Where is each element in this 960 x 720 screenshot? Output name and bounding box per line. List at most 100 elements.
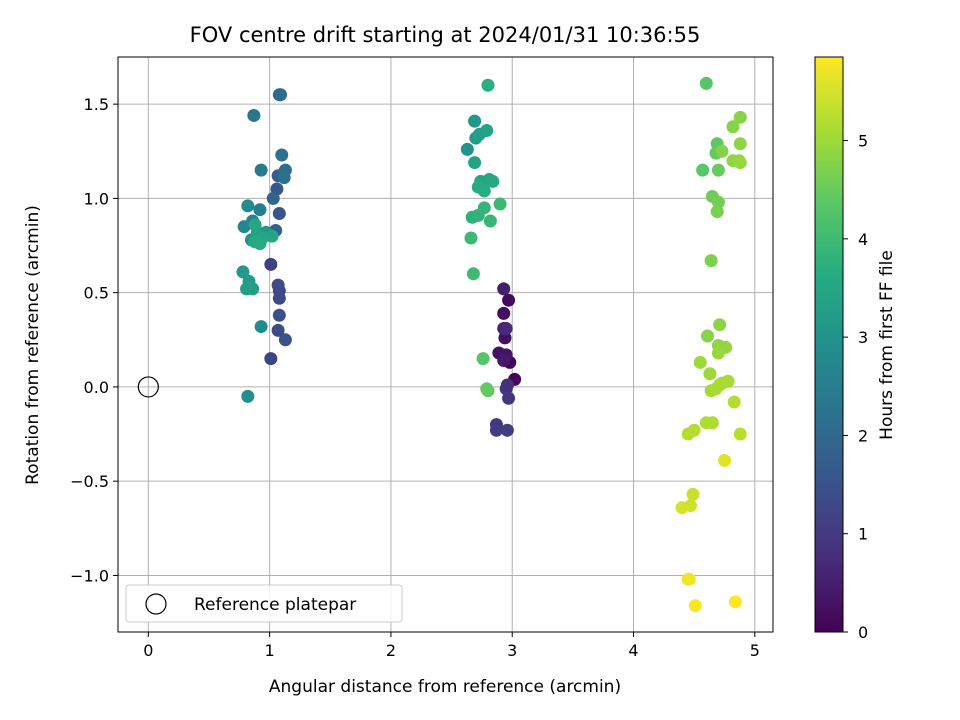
data-point — [466, 267, 480, 281]
data-point — [733, 156, 747, 170]
data-point — [476, 352, 490, 366]
colorbar-gradient — [814, 56, 844, 633]
data-point — [715, 144, 729, 158]
data-point — [236, 265, 250, 279]
data-point — [265, 229, 279, 243]
data-point — [253, 237, 267, 251]
data-point — [271, 278, 285, 292]
data-point — [481, 78, 495, 92]
data-point — [480, 382, 494, 396]
data-point — [686, 487, 700, 501]
data-point — [272, 291, 286, 305]
data-point — [721, 374, 735, 388]
x-axis-ticks: 0 1 2 3 4 5 — [143, 632, 760, 660]
y-axis-ticks: −1.0 −0.5 0.0 0.5 1.0 1.5 — [70, 95, 118, 585]
data-point — [497, 282, 511, 296]
data-point — [468, 156, 482, 170]
data-point — [699, 76, 713, 90]
legend-entry: Reference platepar — [194, 595, 356, 615]
data-point — [728, 595, 742, 609]
y-tick-label: 1.0 — [84, 189, 109, 208]
data-point — [696, 163, 710, 177]
data-point — [247, 108, 261, 122]
data-point — [277, 171, 291, 185]
data-point — [253, 203, 267, 217]
y-tick-label: 0.0 — [84, 378, 109, 397]
reference-point — [137, 376, 159, 398]
data-point — [241, 199, 255, 213]
data-point — [464, 231, 478, 245]
data-point — [254, 163, 268, 177]
data-point — [681, 427, 695, 441]
x-tick-label: 1 — [265, 641, 275, 660]
data-point — [497, 306, 511, 320]
x-tick-label: 2 — [386, 641, 396, 660]
colorbar-tick-label: 3 — [858, 328, 868, 347]
data-point — [460, 142, 474, 156]
data-point — [468, 114, 482, 128]
colorbar-label: Hours from first FF file — [877, 250, 897, 440]
data-point — [275, 148, 289, 162]
data-point — [727, 395, 741, 409]
data-point — [711, 346, 725, 360]
scatter-points — [137, 76, 747, 613]
colorbar: 0 1 2 3 4 5 Hours from first FF file — [814, 56, 897, 642]
data-point — [274, 88, 288, 102]
data-point — [703, 367, 717, 381]
data-point — [675, 501, 689, 515]
data-point — [726, 120, 740, 134]
y-tick-label: 1.5 — [84, 95, 109, 114]
colorbar-tick-label: 5 — [858, 132, 868, 151]
data-point — [241, 389, 255, 403]
data-point — [254, 320, 268, 334]
data-point — [486, 174, 500, 188]
x-tick-label: 4 — [628, 641, 638, 660]
data-point — [477, 201, 491, 215]
x-tick-label: 3 — [507, 641, 517, 660]
data-point — [477, 184, 491, 198]
data-point — [271, 323, 285, 337]
data-point — [264, 257, 278, 271]
data-point — [489, 423, 503, 437]
data-point — [709, 382, 723, 396]
legend-marker — [145, 593, 167, 615]
data-point — [248, 218, 262, 232]
legend-box — [125, 584, 403, 623]
data-point — [500, 423, 514, 437]
data-point — [713, 318, 727, 332]
data-point — [237, 220, 251, 234]
data-point — [246, 282, 260, 296]
data-point — [480, 124, 494, 138]
data-point — [733, 427, 747, 441]
data-point — [710, 205, 724, 219]
colorbar-tick-label: 2 — [858, 426, 868, 445]
data-point — [733, 110, 747, 124]
data-point — [266, 191, 280, 205]
data-point — [717, 453, 731, 467]
y-tick-label: −0.5 — [70, 472, 109, 491]
data-point — [497, 354, 511, 368]
grid — [118, 57, 773, 632]
y-axis-label: Rotation from reference (arcmin) — [23, 205, 43, 485]
x-tick-label: 0 — [143, 641, 153, 660]
data-point — [272, 308, 286, 322]
data-point — [705, 416, 719, 430]
legend: Reference platepar — [125, 584, 403, 623]
data-point — [711, 163, 725, 177]
data-point — [499, 321, 513, 335]
data-point — [502, 293, 516, 307]
plot-frame — [117, 56, 774, 633]
data-point — [682, 572, 696, 586]
data-point — [502, 391, 516, 405]
chart-title: FOV centre drift starting at 2024/01/31 … — [190, 23, 701, 47]
colorbar-tick-label: 1 — [858, 525, 868, 544]
data-point — [498, 331, 512, 345]
data-point — [278, 333, 292, 347]
data-point — [704, 254, 718, 268]
data-point — [701, 329, 714, 343]
colorbar-tick-label: 4 — [858, 230, 868, 249]
data-point — [272, 206, 286, 220]
data-point — [688, 599, 702, 613]
y-tick-label: 0.5 — [84, 284, 109, 303]
